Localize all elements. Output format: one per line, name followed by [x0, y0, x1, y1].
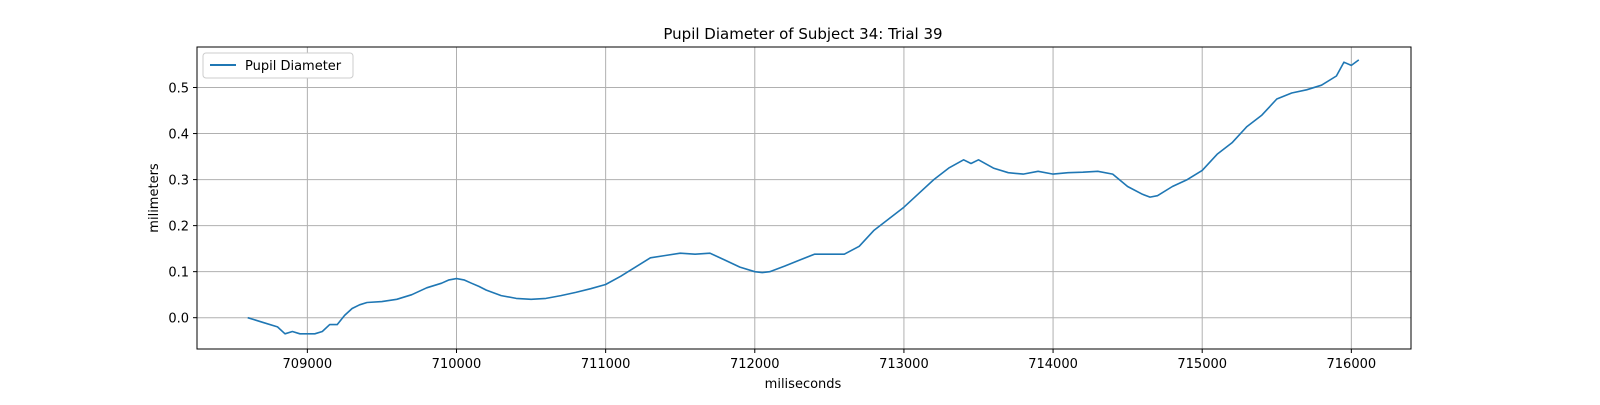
series-lines [247, 59, 1360, 335]
y-tick-label: 0.0 [168, 312, 189, 327]
y-tick-label: 0.2 [168, 220, 189, 235]
grid-lines [197, 47, 1411, 349]
x-tick-label: 709000 [283, 357, 333, 372]
y-tick-label: 0.3 [168, 174, 189, 189]
y-axis-label: milimeters [147, 163, 162, 233]
series-line-pupil-diameter [247, 59, 1360, 335]
x-tick-label: 714000 [1028, 357, 1078, 372]
legend: Pupil Diameter [202, 52, 354, 79]
y-tick-label: 0.1 [168, 266, 189, 281]
legend-label: Pupil Diameter [245, 59, 342, 74]
x-tick-label: 710000 [432, 357, 482, 372]
legend-box [202, 52, 354, 79]
x-tick-label: 716000 [1327, 357, 1377, 372]
plot-area-frame [196, 46, 1412, 350]
x-tick-label: 715000 [1177, 357, 1227, 372]
y-axis-ticks: 0.0 0.1 0.2 0.3 0.4 0.5 [168, 82, 197, 327]
y-tick-label: 0.5 [168, 82, 189, 97]
x-tick-label: 711000 [581, 357, 631, 372]
x-tick-label: 713000 [879, 357, 929, 372]
x-axis-ticks: 709000 710000 711000 712000 713000 714000 7150… [283, 349, 1377, 372]
y-tick-label: 0.4 [168, 128, 189, 143]
chart-title: Pupil Diameter of Subject 34: Trial 39 [663, 25, 942, 43]
x-axis-label: miliseconds [765, 377, 842, 392]
x-tick-label: 712000 [730, 357, 780, 372]
